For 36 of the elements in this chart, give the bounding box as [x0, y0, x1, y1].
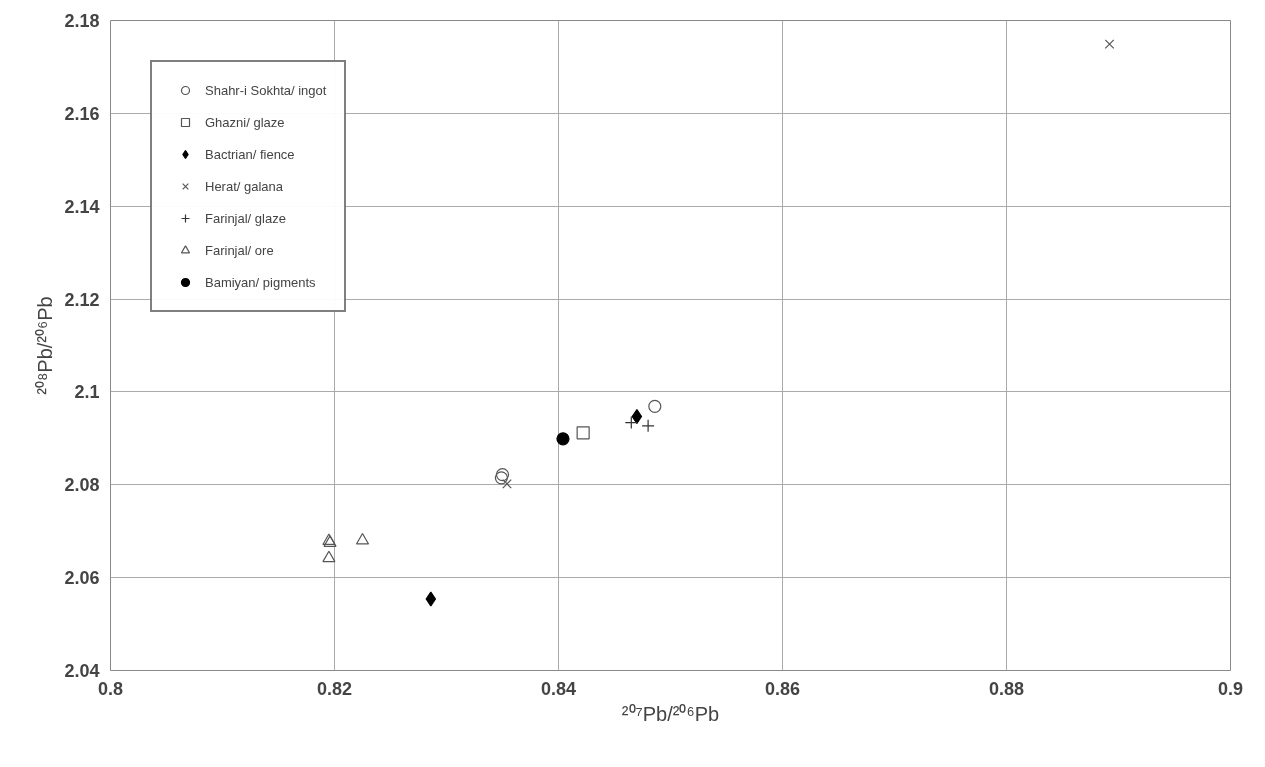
point	[624, 415, 638, 430]
legend-label: Bactrian/ fience	[205, 146, 295, 162]
x-tick-label: 0.84	[540, 678, 577, 699]
legend-label: Ghazni/ glaze	[205, 114, 285, 130]
x-axis-title: ²⁰⁷Pb/²⁰⁶Pb	[621, 702, 720, 725]
y-tick-label: 2.04	[64, 661, 100, 681]
x-tick-label: 0.88	[988, 678, 1025, 699]
y-tick-label: 2.08	[64, 475, 100, 496]
y-axis-title: ²⁰⁸Pb/²⁰⁶Pb	[34, 296, 57, 395]
legend-label: Bamiyan/ pigments	[205, 274, 316, 290]
x-tick-label: 0.8	[97, 678, 124, 699]
legend-label: Shahr-i Sokhta/ ingot	[205, 82, 327, 98]
y-tick-label: 2.1	[74, 382, 100, 403]
point	[494, 471, 508, 485]
point	[1104, 39, 1115, 50]
legend-label: Farinjal/ glaze	[205, 210, 286, 226]
point	[648, 399, 662, 413]
legend-label: Farinjal/ ore	[205, 242, 274, 258]
point	[495, 467, 510, 482]
point	[355, 532, 370, 545]
point	[641, 419, 655, 433]
x-tick-label: 0.86	[764, 678, 801, 699]
y-tick-label: 2.16	[64, 103, 100, 124]
x-tick-label: 0.82	[316, 678, 353, 699]
y-tick-label: 2.12	[64, 289, 100, 310]
point	[556, 432, 570, 446]
legend-label: Herat/ galana	[205, 178, 284, 194]
y-tick-label: 2.18	[64, 11, 100, 31]
point	[425, 591, 437, 607]
y-tick-label: 2.14	[64, 196, 100, 217]
point	[502, 479, 512, 489]
point	[322, 550, 336, 563]
point	[631, 408, 643, 425]
y-tick-label: 2.06	[64, 568, 100, 589]
x-tick-label: 0.9	[1217, 678, 1244, 699]
point	[576, 426, 590, 440]
